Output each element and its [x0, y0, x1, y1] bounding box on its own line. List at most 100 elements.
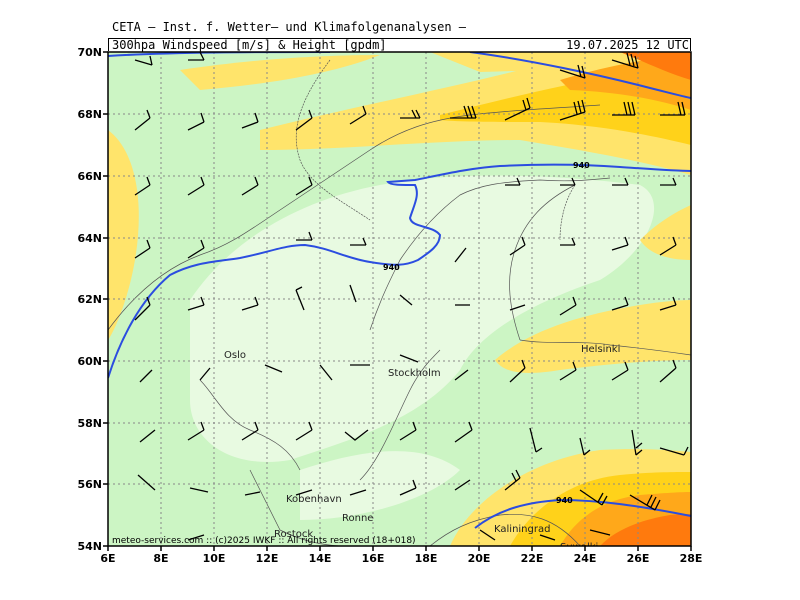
- wind-barb: [659, 359, 677, 383]
- wind-barb: [349, 105, 367, 125]
- lon-label: 26E: [627, 552, 650, 565]
- wind-barb: [241, 421, 259, 441]
- bothnia-east-coast: [509, 184, 576, 341]
- yellow-north-top: [430, 52, 691, 72]
- header-frame: [108, 38, 691, 51]
- wind-barb: [611, 361, 629, 381]
- wind-barb: [187, 112, 205, 131]
- wind-barb: [241, 296, 259, 311]
- lon-label: 24E: [574, 552, 597, 565]
- contour-label: 940: [556, 496, 573, 505]
- yellow-north-sliver: [180, 55, 380, 90]
- wind-barb: [611, 52, 639, 69]
- map-title: CETA – Inst. f. Wetter– und Klimafolgena…: [112, 20, 467, 34]
- wind-barb: [454, 421, 473, 443]
- wind-barb: [187, 176, 205, 196]
- wind-barb: [611, 236, 629, 251]
- border-sweden-finland: [559, 184, 576, 241]
- wind-barb: [295, 286, 305, 311]
- contour-northeast: [469, 52, 691, 99]
- norway-coast: [108, 104, 601, 331]
- city-label-oslo: Oslo: [224, 350, 246, 361]
- bothnia-west-coast: [369, 177, 611, 331]
- pale-green-region-south: [300, 451, 460, 520]
- wind-barb: [579, 437, 591, 456]
- denmark-coast: [249, 469, 341, 546]
- city-label-ronne: Ronne: [342, 513, 373, 524]
- border-norway-sweden: [295, 59, 371, 221]
- wind-barb: [187, 296, 205, 311]
- wind-barb: [134, 176, 151, 196]
- lon-label: 6E: [100, 552, 115, 565]
- wind-barb: [504, 97, 531, 121]
- wind-barb: [188, 52, 205, 61]
- lat-label: 56N: [77, 478, 102, 491]
- wind-barb: [134, 296, 151, 321]
- wind-barb: [659, 296, 677, 311]
- wind-barbs: [134, 52, 689, 541]
- dark-orange-southeast: [600, 514, 691, 546]
- baltic-south-coast: [429, 514, 581, 546]
- lat-label: 66N: [77, 170, 102, 183]
- lat-label: 58N: [77, 417, 102, 430]
- wind-barb: [479, 529, 496, 541]
- wind-barb: [319, 364, 333, 381]
- wind-barb: [559, 64, 586, 79]
- sweden-west-coast: [199, 379, 301, 471]
- wind-barb: [400, 109, 421, 119]
- finland-south-coast: [519, 339, 691, 356]
- wind-barb: [559, 296, 577, 316]
- lon-label: 12E: [256, 552, 279, 565]
- wind-barb: [559, 99, 586, 121]
- yellow-east: [495, 300, 691, 373]
- city-label-stockholm: Stockholm: [388, 368, 441, 379]
- contour-940-southeast: [474, 498, 691, 529]
- lon-label: 10E: [203, 552, 226, 565]
- graticule: [108, 52, 691, 546]
- wind-barb: [454, 247, 467, 263]
- contour-940-main: [108, 163, 691, 379]
- wind-barb: [589, 529, 611, 536]
- lat-label: 68N: [77, 108, 102, 121]
- wind-barb: [199, 367, 211, 381]
- wind-barb: [559, 361, 577, 381]
- city-label-kaliningrad: Kaliningrad: [494, 524, 550, 535]
- wind-barb: [560, 177, 576, 186]
- wind-barb: [454, 479, 471, 491]
- wind-barb: [399, 479, 417, 496]
- wind-barb: [244, 491, 261, 496]
- wind-barb: [296, 231, 313, 241]
- lon-label: 28E: [680, 552, 703, 565]
- wind-barb: [612, 177, 629, 186]
- wind-barb: [509, 236, 526, 256]
- city-label-kobenhavn: Kobenhavn: [286, 494, 342, 505]
- wind-barb: [344, 429, 369, 441]
- wind-barb: [295, 176, 313, 196]
- wind-barb: [611, 296, 629, 311]
- wind-barb: [629, 494, 661, 511]
- yellow-west: [108, 130, 139, 340]
- map-datetime: 19.07.2025 12 UTC: [566, 38, 689, 52]
- lon-label: 20E: [468, 552, 491, 565]
- lon-label: 22E: [521, 552, 544, 565]
- lon-label: 16E: [362, 552, 385, 565]
- yellow-east-edge: [640, 205, 691, 260]
- wind-barb: [560, 237, 576, 246]
- wind-barb: [579, 489, 608, 506]
- wind-barb: [295, 421, 313, 441]
- wind-barb: [539, 534, 556, 541]
- wind-barb: [660, 177, 677, 186]
- wind-barb: [450, 105, 477, 119]
- city-label-rostock: Rostock: [274, 529, 313, 540]
- wind-barb: [137, 474, 156, 491]
- wind-barb: [187, 534, 205, 541]
- wind-barb: [509, 304, 526, 311]
- wind-barb: [264, 364, 283, 373]
- wind-barb: [295, 489, 313, 496]
- lat-label: 62N: [77, 293, 102, 306]
- contour-label: 940: [383, 263, 400, 272]
- wind-barb: [349, 489, 367, 496]
- wind-barb: [134, 109, 151, 131]
- map-subtitle: 300hpa Windspeed [m/s] & Height [gpdm]: [112, 38, 387, 52]
